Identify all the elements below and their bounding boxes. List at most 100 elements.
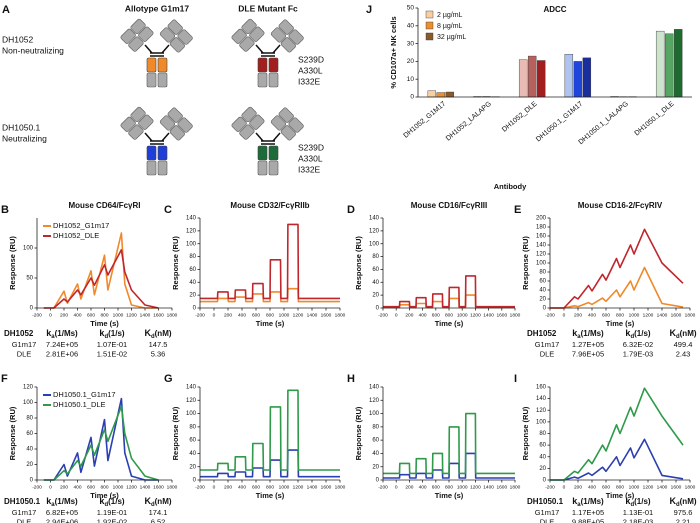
hinge bbox=[161, 44, 170, 54]
y-tick-label: 80 bbox=[26, 416, 33, 422]
domain bbox=[159, 27, 176, 43]
header-sub: a bbox=[577, 502, 581, 508]
fc-domain bbox=[268, 160, 279, 176]
fab-arm bbox=[270, 107, 304, 141]
x-tick-label: 600 bbox=[87, 312, 95, 318]
table-cell: 975.6 bbox=[674, 508, 693, 517]
chart-title: Mouse CD16-2/FcγRIV bbox=[578, 201, 663, 210]
fc-domain bbox=[257, 145, 268, 161]
x-tick-label: 0 bbox=[49, 484, 52, 490]
y-tick-label: 160 bbox=[536, 234, 547, 240]
x-tick-label: 1600 bbox=[496, 484, 507, 490]
x-tick-label: 1200 bbox=[643, 484, 654, 490]
sensorgram-line bbox=[200, 223, 340, 300]
chart-title: ADCC bbox=[543, 5, 566, 14]
table-cell: 499.4 bbox=[674, 340, 693, 349]
x-tick-label: 200 bbox=[224, 484, 232, 490]
x-tick-label: -200 bbox=[195, 312, 205, 318]
header-sub: d bbox=[104, 334, 108, 340]
antibody-icon bbox=[120, 18, 193, 88]
y-tick-label: 0 bbox=[376, 478, 380, 484]
y-tick-label: 20 bbox=[539, 297, 546, 303]
table-cell: 1.19E-01 bbox=[97, 508, 127, 517]
y-tick-label: 40 bbox=[26, 447, 33, 453]
y-tick-label: 80 bbox=[539, 431, 546, 437]
y-tick-label: 140 bbox=[369, 216, 380, 222]
x-tick-label: DH1050.1_DLE bbox=[634, 100, 676, 137]
y-tick-label: 80 bbox=[372, 424, 379, 430]
sensorgram-line bbox=[550, 438, 684, 481]
y-axis-label: Response (RU) bbox=[171, 236, 180, 290]
domain bbox=[128, 36, 144, 52]
domain bbox=[169, 37, 185, 53]
antibody-icon bbox=[231, 106, 304, 176]
x-tick-label: 1800 bbox=[335, 312, 346, 318]
y-tick-label: 60 bbox=[189, 267, 196, 273]
table-cell: DLE bbox=[540, 517, 555, 523]
y-tick-label: 120 bbox=[186, 398, 197, 404]
x-tick-label: 1800 bbox=[510, 484, 521, 490]
header-unit: (1/s) bbox=[634, 329, 651, 338]
panel-label: C bbox=[164, 204, 172, 216]
fc-domain bbox=[268, 72, 279, 88]
header-sub: d bbox=[630, 334, 634, 340]
table-cell: 1.07E-01 bbox=[97, 340, 127, 349]
x-tick-label: 800 bbox=[445, 484, 453, 490]
fc-domain bbox=[257, 72, 268, 88]
sensorgram-line bbox=[200, 389, 340, 471]
header-base: k bbox=[572, 496, 578, 506]
x-tick-label: 0 bbox=[563, 312, 566, 318]
x-tick-label: 1200 bbox=[126, 312, 137, 318]
x-tick-label: 1000 bbox=[113, 312, 124, 318]
antibody-note: Neutralizing bbox=[2, 133, 47, 143]
x-tick-label: 1400 bbox=[140, 312, 151, 318]
y-axis-label: Response (RU) bbox=[8, 406, 17, 460]
bar bbox=[536, 60, 546, 98]
x-axis-label: Time (s) bbox=[90, 319, 119, 328]
x-tick-label: 400 bbox=[73, 484, 81, 490]
table-cell: 5.36 bbox=[151, 349, 166, 358]
sensorgram-line bbox=[550, 228, 684, 309]
table-cell: 7.24E+05 bbox=[46, 340, 78, 349]
x-tick-label: 400 bbox=[588, 484, 596, 490]
panel-label: I bbox=[514, 373, 517, 385]
table-cell: DLE bbox=[17, 349, 32, 358]
domain bbox=[128, 124, 144, 140]
x-axis-label: Time (s) bbox=[256, 319, 285, 328]
x-tick-label: DH1052_G1M17 bbox=[403, 101, 448, 140]
x-tick-label: 1400 bbox=[657, 312, 668, 318]
x-tick-label: 1800 bbox=[510, 312, 521, 318]
domain bbox=[270, 115, 287, 131]
fc-domain bbox=[157, 72, 168, 88]
x-tick-label: 1400 bbox=[483, 312, 494, 318]
header-unit: (1/Ms) bbox=[581, 329, 604, 338]
fc-domain bbox=[146, 145, 157, 161]
y-tick-label: 30 bbox=[407, 40, 415, 47]
x-axis-label: Time (s) bbox=[256, 491, 285, 500]
y-tick-label: 100 bbox=[23, 246, 34, 252]
fc-domain bbox=[146, 72, 157, 88]
legend-swatch bbox=[425, 21, 434, 30]
x-tick-label: -200 bbox=[545, 312, 555, 318]
legend-label: 8 µg/mL bbox=[437, 23, 463, 30]
x-tick-label: -200 bbox=[378, 312, 388, 318]
y-axis-label: Response (RU) bbox=[8, 236, 17, 290]
domain bbox=[241, 18, 257, 35]
domain bbox=[270, 27, 287, 43]
sensorgram-line bbox=[383, 275, 515, 308]
y-tick-label: 120 bbox=[536, 252, 547, 258]
domain bbox=[278, 107, 294, 123]
table-header: DH1050.1 bbox=[4, 497, 41, 506]
header-sub: d bbox=[676, 502, 680, 508]
bar bbox=[582, 57, 592, 98]
x-tick-label: 1800 bbox=[685, 484, 696, 490]
x-tick-label: 1600 bbox=[153, 312, 164, 318]
x-tick-label: 800 bbox=[266, 484, 274, 490]
y-tick-label: 100 bbox=[23, 400, 34, 406]
header-base: K bbox=[144, 328, 151, 338]
header-sub: a bbox=[51, 502, 55, 508]
x-tick-label: 1200 bbox=[470, 484, 481, 490]
chart-title: Mouse CD32/FcγRIIb bbox=[230, 201, 309, 210]
table-header: DH1050.1 bbox=[527, 497, 564, 506]
